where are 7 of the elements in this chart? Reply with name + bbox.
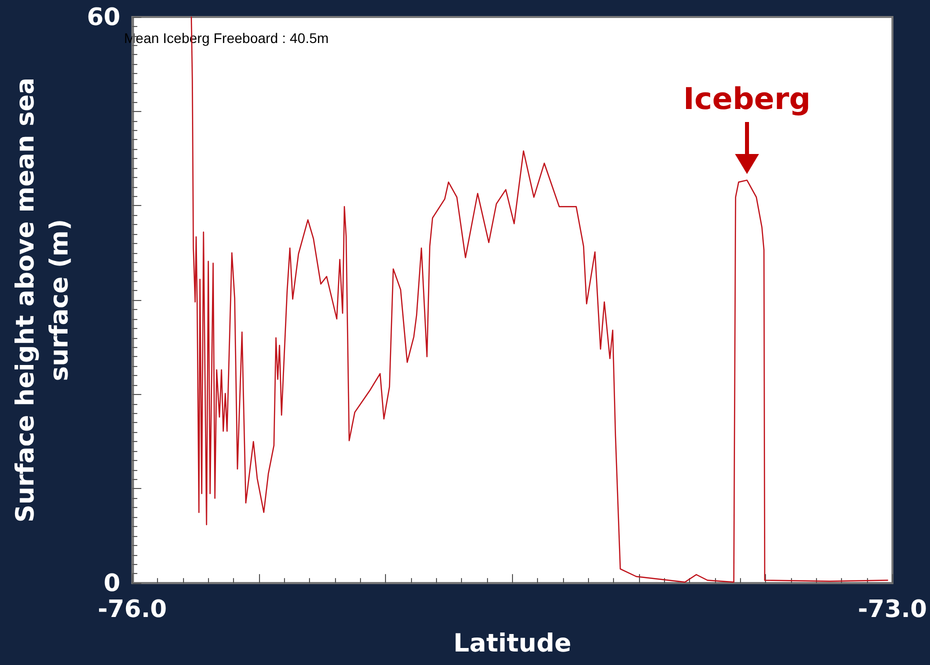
y-tick-label: 60 xyxy=(86,3,120,31)
x-tick-label: -76.0 xyxy=(98,595,167,624)
y-axis-title: Surface height above mean sea surface (m) xyxy=(10,78,74,523)
annotation: Iceberg xyxy=(683,82,811,118)
y-tick-label: 0 xyxy=(104,569,120,598)
x-axis-title: Latitude xyxy=(453,628,572,658)
x-tick-label: -73.0 xyxy=(858,595,928,624)
